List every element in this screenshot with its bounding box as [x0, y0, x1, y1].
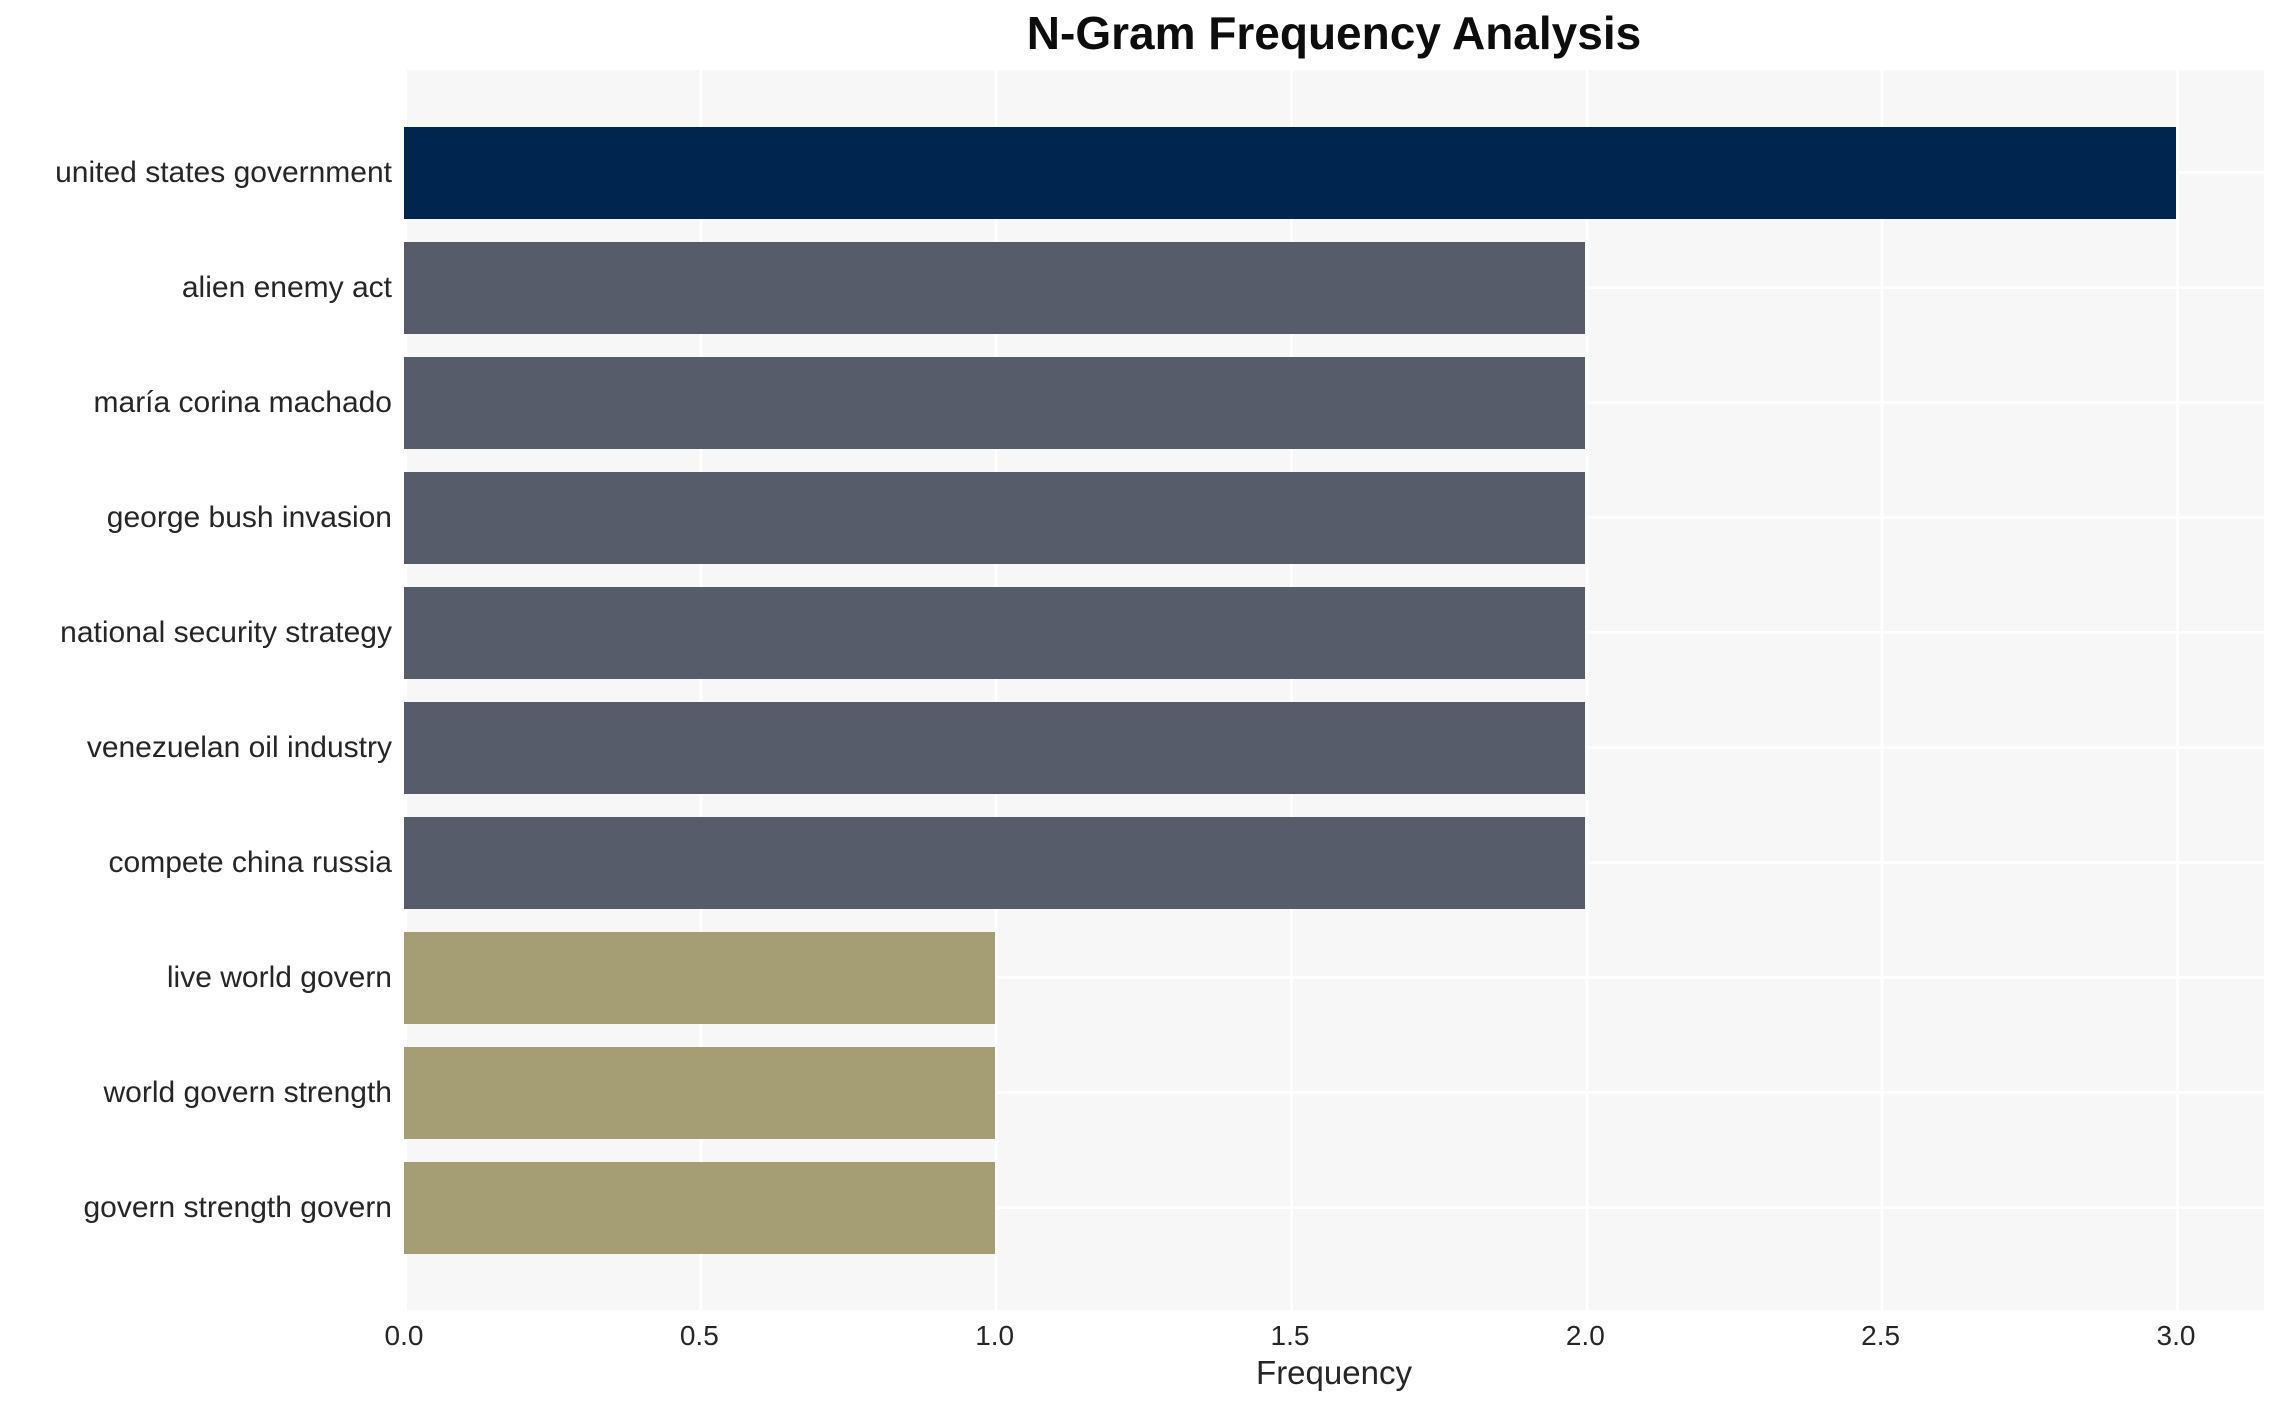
bar-row	[404, 690, 2264, 805]
bar-national-security-strategy	[404, 586, 1586, 679]
bar-united-states-government	[404, 126, 2176, 219]
y-tick-label: maría corina machado	[93, 385, 392, 419]
horizontal-gridline	[404, 976, 2264, 979]
y-tick-label: govern strength govern	[83, 1190, 392, 1224]
bar-rows	[404, 115, 2264, 1265]
y-tick-label: live world govern	[166, 960, 392, 994]
y-tick-label: united states government	[55, 155, 392, 189]
x-axis-ticks: 0.0 0.5 1.0 1.5 2.0 2.5 3.0	[0, 1320, 2284, 1356]
x-tick-label: 1.5	[1270, 1320, 1310, 1351]
y-tick-label: venezuelan oil industry	[86, 730, 392, 764]
x-axis-label: Frequency	[1256, 1354, 1412, 1391]
y-tick-label: world govern strength	[103, 1075, 393, 1109]
bar-row	[404, 1150, 2264, 1265]
bar-row	[404, 575, 2264, 690]
bar-row	[404, 345, 2264, 460]
bar-row	[404, 805, 2264, 920]
chart-title: N-Gram Frequency Analysis	[1026, 7, 1642, 59]
y-tick-label: national security strategy	[60, 615, 392, 649]
horizontal-gridline	[404, 1206, 2264, 1209]
bar-alien-enemy-act	[404, 241, 1586, 334]
x-tick-label: 3.0	[2156, 1320, 2196, 1351]
bar-row	[404, 460, 2264, 575]
bar-venezuelan-oil-industry	[404, 701, 1586, 794]
x-tick-label: 2.0	[1565, 1320, 1605, 1351]
bar-live-world-govern	[404, 931, 995, 1024]
bar-compete-china-russia	[404, 816, 1586, 909]
bar-row	[404, 115, 2264, 230]
bar-govern-strength-govern	[404, 1161, 995, 1254]
bar-maría-corina-machado	[404, 356, 1586, 449]
bar-row	[404, 230, 2264, 345]
x-tick-label: 0.5	[679, 1320, 719, 1351]
y-tick-label: alien enemy act	[181, 270, 392, 304]
y-axis-labels: united states government alien enemy act m…	[0, 115, 392, 1265]
horizontal-gridline	[404, 1091, 2264, 1094]
x-tick-label: 2.5	[1861, 1320, 1901, 1351]
bar-world-govern-strength	[404, 1046, 995, 1139]
x-tick-label: 0.0	[384, 1320, 424, 1351]
y-tick-label: compete china russia	[108, 845, 392, 879]
bar-george-bush-invasion	[404, 471, 1586, 564]
y-tick-label: george bush invasion	[106, 500, 392, 534]
plot-area	[404, 70, 2264, 1310]
bar-row	[404, 1035, 2264, 1150]
bar-row	[404, 920, 2264, 1035]
x-tick-label: 1.0	[975, 1320, 1015, 1351]
